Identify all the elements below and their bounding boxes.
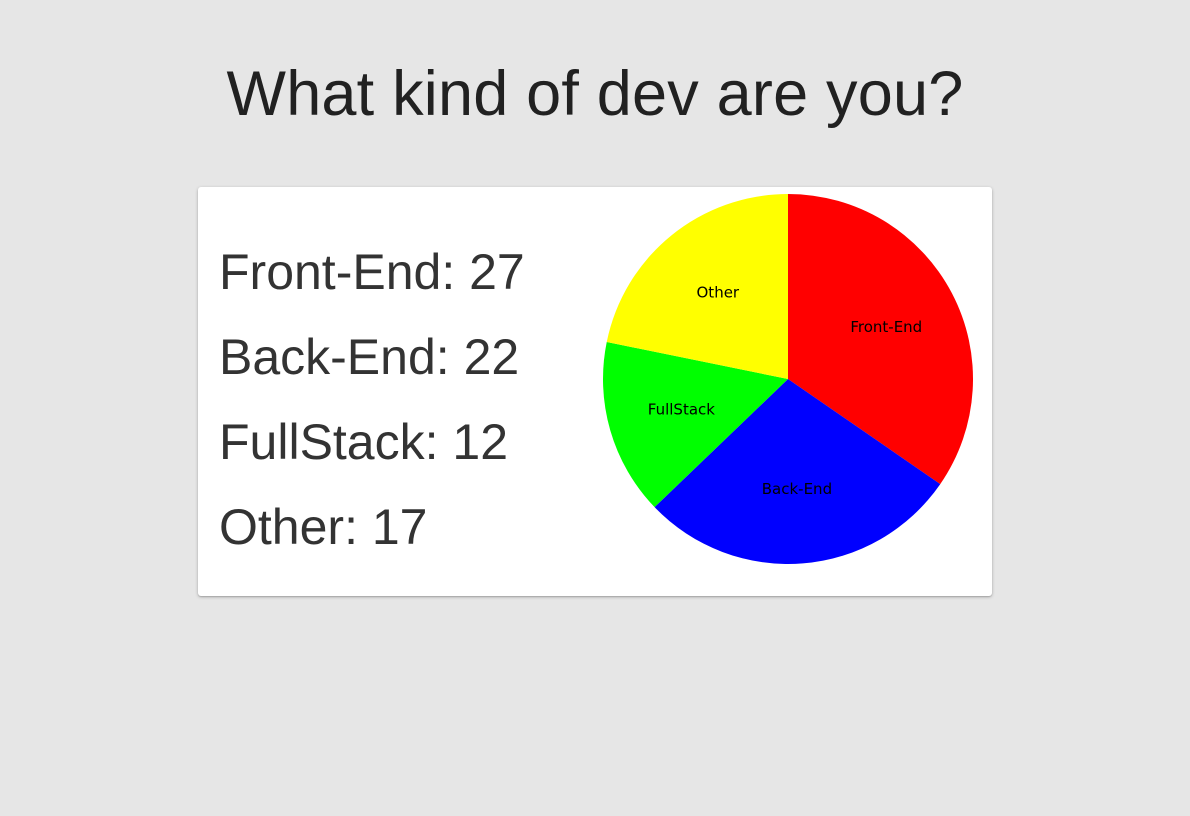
result-label: Back-End xyxy=(219,329,436,385)
pie-slice-fullstack xyxy=(603,341,788,508)
result-separator: : xyxy=(441,244,470,300)
result-separator: : xyxy=(435,329,464,385)
pie-slice-front-end xyxy=(788,194,973,485)
result-back-end: Back-End: 22 xyxy=(219,315,525,400)
pie-slice-other xyxy=(606,194,788,379)
result-other: Other: 17 xyxy=(219,485,525,570)
result-separator: : xyxy=(344,499,372,555)
result-value: 17 xyxy=(371,499,428,555)
result-label: Other xyxy=(219,499,345,555)
result-value: 27 xyxy=(469,244,525,300)
pie-label-fullstack: FullStack xyxy=(648,400,715,418)
result-value: 22 xyxy=(463,329,520,385)
result-front-end: Front-End: 27 xyxy=(219,230,525,315)
pie-label-back-end: Back-End xyxy=(762,480,832,498)
pie-label-other: Other xyxy=(697,284,740,302)
result-separator: : xyxy=(424,414,453,470)
results-list: Front-End: 27 Back-End: 22 FullStack: 12… xyxy=(219,230,525,570)
results-card: Front-End: 27 Back-End: 22 FullStack: 12… xyxy=(198,187,992,596)
pie-chart: Front-End Back-End FullStack Other xyxy=(603,194,973,564)
result-label: Front-End xyxy=(219,244,442,300)
pie-labels: Front-End Back-End FullStack Other xyxy=(648,284,922,499)
pie-slices xyxy=(603,194,973,564)
result-value: 12 xyxy=(452,414,509,470)
page-title: What kind of dev are you? xyxy=(226,59,964,129)
pie-label-front-end: Front-End xyxy=(850,318,922,336)
result-fullstack: FullStack: 12 xyxy=(219,400,525,485)
result-label: FullStack xyxy=(219,414,425,470)
pie-slice-back-end xyxy=(654,379,941,564)
